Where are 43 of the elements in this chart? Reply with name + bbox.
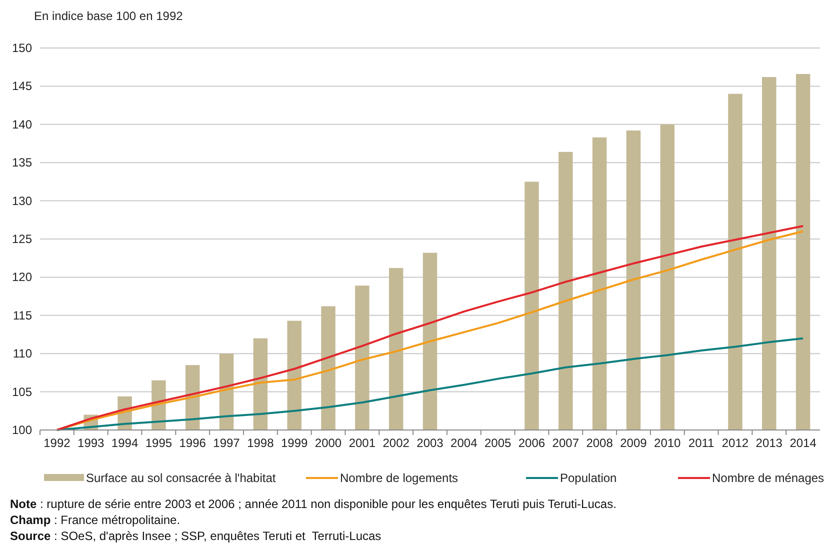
legend-label: Nombre de ménages	[712, 471, 824, 485]
y-tick-label: 135	[12, 156, 32, 170]
x-tick-label: 2002	[382, 436, 410, 450]
y-tick-label: 110	[12, 346, 32, 361]
x-tick-label: 2010	[654, 436, 682, 450]
text: Note : rupture de série entre 2003 et 2006 ; année 2011 non disponible pour les enquêtes Teruti puis Teruti-Lucas.	[10, 497, 616, 511]
x-tick-label: 2008	[586, 436, 614, 450]
x-tick-label: 1996	[179, 436, 206, 450]
x-tick-label: 2009	[620, 436, 648, 450]
x-tick-label: 2006	[518, 436, 546, 450]
legend-label: Nombre de logements	[340, 471, 458, 485]
x-tick-label: 2013	[756, 436, 783, 450]
x-tick-label: 2000	[314, 436, 342, 450]
y-tick-label: 125	[12, 232, 32, 246]
x-tick-label: 2005	[484, 436, 512, 450]
x-tick-label: 1994	[111, 436, 138, 450]
x-tick-label: 1993	[78, 436, 105, 450]
line-series	[56, 337, 804, 431]
x-tick-label: 2011	[688, 436, 715, 450]
x-tick-label: 2003	[416, 436, 444, 450]
x-tick-label: 1999	[280, 436, 308, 450]
x-tick-label: 1992	[44, 436, 71, 450]
y-tick-label: 120	[12, 270, 32, 284]
legend-label: Population	[560, 471, 617, 485]
source-note: Source : SOeS, d'après Insee ; SSP, enquêtes Teruti et Terruti-Lucas	[10, 529, 382, 543]
y-tick-label: 100	[12, 423, 32, 437]
x-tick-label: 2012	[722, 436, 749, 450]
x-tick-label: 1997	[213, 436, 240, 450]
y-tick-label: 145	[12, 79, 32, 94]
y-tick-label: 115	[12, 308, 32, 322]
text: Champ : France métropolitaine.	[10, 513, 180, 527]
y-tick-label: 130	[12, 194, 32, 208]
y-axis-title: En indice base 100 en 1992	[34, 9, 184, 23]
y-tick-label: 105	[12, 384, 32, 399]
x-tick-label: 2001	[348, 436, 376, 450]
y-tick-label: 150	[12, 41, 32, 55]
x-tick-label: 1995	[145, 436, 172, 450]
y-tick-label: 140	[12, 117, 32, 132]
legend-label: Surface au sol consacrée à l'habitat	[86, 471, 276, 485]
x-tick-label: 2014	[790, 436, 817, 450]
x-tick-label: 2004	[450, 436, 478, 450]
x-tick-label: 2007	[552, 436, 580, 450]
x-tick-label: 1998	[247, 436, 274, 450]
